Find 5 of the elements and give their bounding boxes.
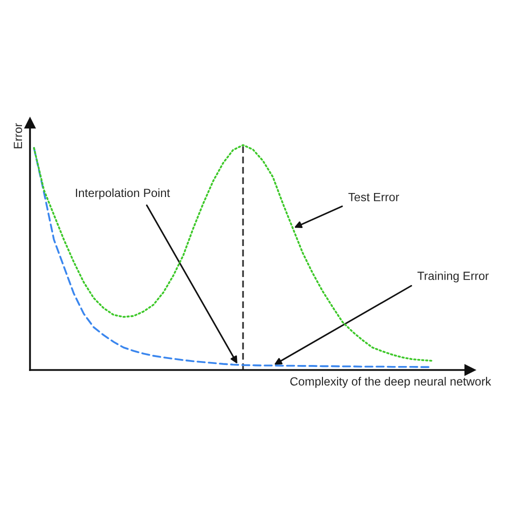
y-axis-title: Error	[14, 123, 22, 148]
x-axis-title: Complexity of the deep neural network	[290, 376, 492, 388]
annotation: Interpolation Point	[76, 188, 170, 200]
annotation: Test Error	[348, 193, 400, 202]
annotation: Training Error	[417, 271, 489, 282]
